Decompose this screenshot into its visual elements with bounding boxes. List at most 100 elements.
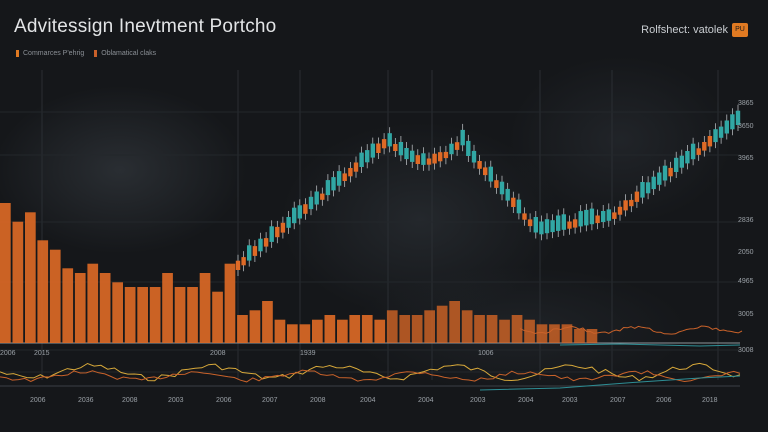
y-tick-label: 3865 (738, 100, 754, 107)
candle-body (617, 206, 623, 215)
candle-body (702, 142, 707, 151)
candlestick-series (235, 104, 741, 276)
candle-body (477, 161, 482, 169)
candle-body (645, 182, 651, 194)
bar (461, 310, 473, 343)
candle-body (404, 148, 409, 160)
line-teal (479, 375, 741, 391)
bar (49, 249, 61, 343)
line-series (0, 325, 743, 391)
x-tick-label: 2004 (418, 397, 434, 404)
candle-body (370, 143, 375, 158)
bar (586, 329, 598, 343)
x-tick-label: 2006 (0, 350, 16, 357)
candle-body (275, 226, 280, 238)
bar (449, 301, 460, 343)
candle-body (595, 215, 600, 224)
bar (37, 240, 49, 343)
candle-body (634, 191, 640, 202)
y-tick-label: 3005 (738, 311, 754, 318)
x-tick-label: 2008 (122, 397, 138, 404)
x-tick-label: 2018 (702, 397, 718, 404)
candle-body (539, 221, 544, 235)
candle-body (685, 151, 690, 164)
candle-body (533, 217, 538, 233)
bar (25, 212, 36, 343)
x-tick-label: 2015 (34, 350, 50, 357)
y-tick-label: 2836 (738, 217, 754, 224)
candle-body (483, 167, 488, 176)
legend-label: Oblamatical claks (101, 50, 157, 57)
candle-body (241, 257, 246, 266)
bar (137, 287, 148, 343)
x-tick-label: 2003 (470, 397, 486, 404)
candle-body (578, 211, 583, 227)
candle-body (488, 166, 493, 182)
bar (174, 287, 186, 343)
candle-body (443, 151, 449, 159)
bar (337, 319, 348, 343)
candle-body (606, 209, 611, 221)
candle-body (410, 150, 415, 162)
candle-body (286, 217, 291, 228)
candle-body (247, 245, 252, 261)
candle-body (662, 165, 668, 181)
bar (87, 263, 99, 343)
legend-swatch (94, 50, 98, 57)
candle-body (387, 133, 392, 147)
y-tick-label: 2050 (738, 249, 754, 256)
candle-body (556, 215, 561, 231)
candle-body (572, 219, 578, 228)
candle-body (505, 188, 510, 201)
portfolio-badge[interactable]: PU (732, 23, 748, 37)
candle-body (679, 155, 684, 168)
bar (287, 324, 298, 343)
bar (187, 287, 198, 343)
bar (312, 319, 323, 343)
candle-body (527, 219, 533, 227)
candle-body (269, 226, 274, 242)
bar (349, 315, 361, 343)
candle-body (303, 204, 308, 214)
bar (262, 301, 273, 343)
candle-body (735, 110, 741, 125)
x-tick-label: 2008 (310, 397, 326, 404)
candle-body (348, 168, 353, 177)
bar (536, 324, 548, 343)
candle-body (544, 219, 550, 234)
candle-body (696, 148, 701, 155)
candle-body (454, 142, 460, 150)
bar (324, 315, 336, 343)
bar (374, 319, 386, 343)
x-tick-label: 2003 (168, 397, 184, 404)
bar (499, 319, 510, 343)
bar (299, 324, 311, 343)
page-title: Advitessign Inevtment Portcho (14, 16, 277, 37)
candle-body (426, 158, 432, 165)
bar (74, 273, 86, 343)
candle-body (415, 155, 420, 164)
bar (224, 263, 236, 343)
candle-body (471, 150, 477, 163)
candle-body (511, 197, 516, 207)
candle-body (325, 180, 331, 196)
line-orange-upper (519, 325, 743, 335)
candle-body (516, 199, 522, 214)
candle-body (690, 143, 696, 160)
candle-body (280, 222, 286, 233)
bar (436, 305, 448, 343)
bar (574, 329, 585, 343)
candle-body (331, 177, 336, 191)
bar (561, 324, 573, 343)
y-tick-label: 3965 (738, 155, 754, 162)
candle-body (707, 136, 713, 147)
x-tick-label: 2004 (360, 397, 376, 404)
candle-body (584, 209, 589, 226)
legend-item: Oblamatical claks (94, 50, 156, 57)
candle-body (449, 143, 454, 155)
candle-body (320, 193, 325, 200)
portfolio-selector[interactable]: Rolfshect: vatolek PU (641, 23, 748, 37)
bar (162, 273, 173, 343)
